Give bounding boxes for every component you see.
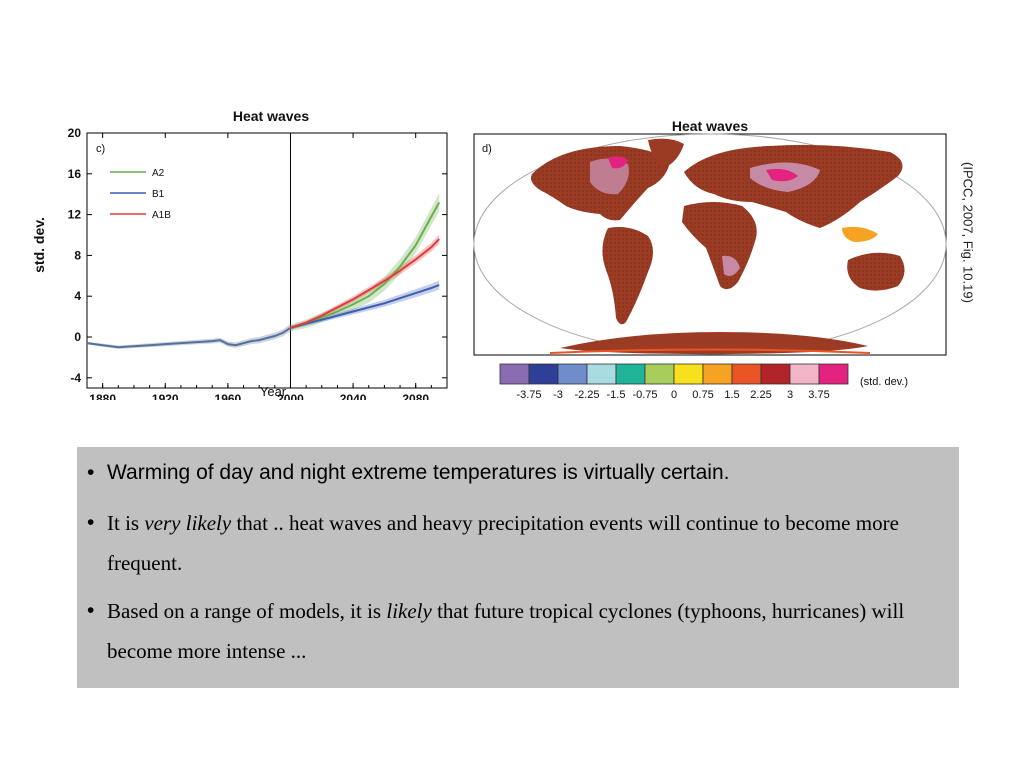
colorbar-tick-label: 3.75 (808, 389, 829, 401)
colorbar-swatch (644, 363, 675, 385)
series-band (290, 193, 440, 332)
citation-label: (IPCC, 2007, Fig. 10.19) (960, 162, 976, 303)
series-line (290, 238, 440, 329)
y-tick-label: 12 (68, 208, 82, 222)
x-tick-label: 1960 (215, 392, 242, 400)
bullet-dot: • (87, 511, 95, 534)
bullet-dot: • (87, 461, 95, 484)
maritime-se-asia (842, 226, 878, 242)
series-lines (86, 201, 441, 349)
chart-title: Heat waves (233, 108, 309, 124)
colorbar-tick-label: 0 (671, 389, 677, 401)
y-axis: -4 0 4 8 12 16 20 (68, 126, 447, 385)
colorbar-unit-label: (std. dev.) (860, 376, 908, 388)
plot-area: c) (86, 132, 448, 389)
map-continents (531, 138, 905, 354)
colorbar-swatch (615, 363, 646, 385)
x-tick-label: 1920 (152, 392, 179, 400)
bullet-emphasis: very likely (144, 511, 232, 535)
y-tick-label: 20 (68, 126, 82, 140)
colorbar-tick-label: -3.75 (516, 389, 541, 401)
antarctica-shape (560, 332, 868, 354)
series-line (290, 201, 441, 329)
colorbar-tick-label: 0.75 (692, 389, 713, 401)
y-tick-label: -4 (70, 371, 81, 385)
x-axis: 1880 1920 1960 2000 2040 2080 (86, 133, 448, 400)
colorbar-swatch (818, 363, 849, 385)
bullet-text-rest: that future tropical cyclones (typhoons,… (107, 599, 905, 663)
panel-label: c) (96, 143, 105, 155)
y-tick-label: 16 (68, 167, 82, 181)
x-tick-label: 2080 (402, 392, 429, 400)
colorbar-swatch (673, 363, 704, 385)
south-america-stipple (602, 227, 653, 325)
colorbar-swatch (731, 363, 762, 385)
bullet-item: • Based on a range of models, it is like… (87, 591, 945, 671)
colorbar-tick-label: -2.25 (574, 389, 599, 401)
central-asia-hotspot (766, 168, 798, 182)
legend-label: A2 (152, 168, 165, 179)
bullet-emphasis: likely (386, 599, 432, 623)
series-line (86, 326, 292, 349)
uncertainty-bands (87, 193, 440, 349)
colorbar-swatch (557, 363, 588, 385)
colorbar-tick-label: 2.25 (750, 389, 771, 401)
y-tick-label: 0 (74, 330, 81, 344)
colorbar-tick-label: 1.5 (724, 389, 739, 401)
series-band (87, 324, 291, 349)
map-colorbar: -3.75 -3 -2.25 -1.5 -0.75 0 0.75 1.5 2.25 3 3.75 (499, 363, 849, 401)
bullet-text-lead: Based on a range of models, it is (107, 599, 387, 623)
colorbar-swatch (499, 363, 530, 385)
y-tick-label: 4 (74, 289, 81, 303)
antarctica-edge (549, 348, 871, 354)
colorbar-tick-label: 3 (787, 389, 793, 401)
canada-hotspot (608, 156, 628, 169)
heat-waves-line-chart: Heat waves c) -4 0 4 8 12 16 20 1880 1920 1960 20… (31, 108, 448, 400)
map-panel-label: d) (482, 143, 492, 155)
colorbar-swatch (760, 363, 791, 385)
colorbar-swatch (528, 363, 559, 385)
colorbar-swatch (702, 363, 733, 385)
x-tick-label: 1880 (89, 392, 116, 400)
map-title: Heat waves (672, 118, 748, 134)
bullet-item: • Warming of day and night extreme tempe… (87, 457, 945, 489)
australia-stipple (847, 252, 905, 291)
bullet-text-rest: that .. heat waves and heavy precipitati… (107, 511, 899, 575)
x-tick-label: 2040 (340, 392, 367, 400)
colorbar-tick-label: -0.75 (632, 389, 657, 401)
series-line (290, 284, 440, 329)
bullet-text: Warming of day and night extreme tempera… (107, 461, 730, 484)
legend-label: B1 (152, 189, 165, 200)
bullet-dot: • (87, 599, 95, 622)
legend: A2 B1 A1B (110, 168, 171, 221)
x-tick-label: 2000 (277, 392, 304, 400)
legend-label: A1B (152, 210, 171, 221)
x-axis-label: Year (260, 384, 287, 399)
colorbar-swatch (789, 363, 820, 385)
y-tick-label: 8 (74, 248, 81, 262)
bullet-box: • Warming of day and night extreme tempe… (77, 447, 959, 688)
colorbar-tick-label: -1.5 (607, 389, 626, 401)
heat-waves-map: Heat waves d) -3.75 -3 -2.25 -1.5 -0.75 0 0.75… (473, 118, 947, 401)
colorbar-swatch (586, 363, 617, 385)
greenland-shape (648, 138, 684, 168)
colorbar-tick-label: -3 (553, 389, 563, 401)
southern-africa-high-region (722, 255, 740, 276)
bullet-item: • It is very likely that .. heat waves a… (87, 503, 945, 583)
y-axis-label: std. dev. (31, 217, 47, 273)
bullet-text-lead: It is (107, 511, 145, 535)
plot-frame (86, 132, 448, 389)
